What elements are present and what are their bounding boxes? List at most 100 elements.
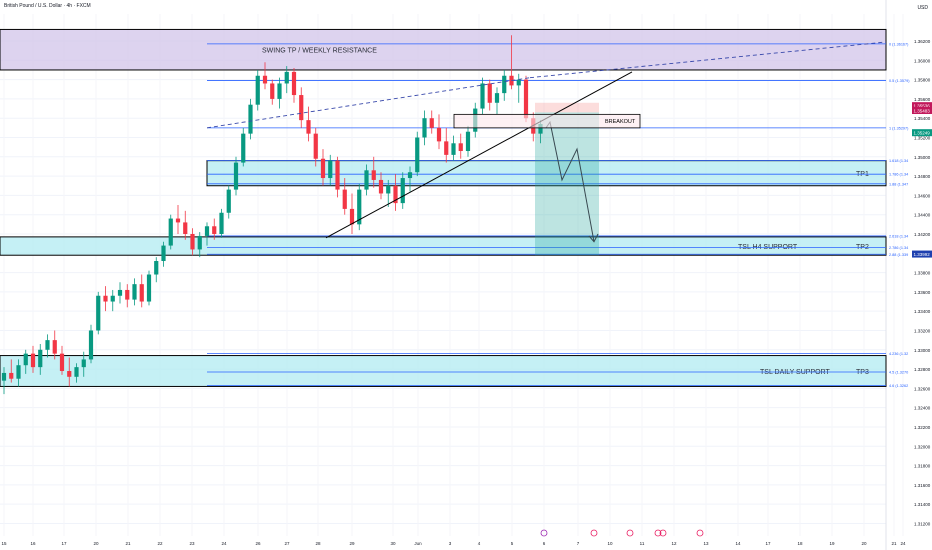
fib-label: 4.5 (1.3270 xyxy=(889,370,908,374)
resistance-dashed-line xyxy=(206,77,531,129)
candle-body xyxy=(88,330,94,360)
candle-body xyxy=(299,95,304,121)
candle-body xyxy=(386,185,391,194)
y-tick-label: 1.33000 xyxy=(914,348,931,353)
x-tick-label: 23 xyxy=(189,541,195,546)
candle-body xyxy=(74,367,79,377)
candle-body xyxy=(378,179,384,194)
candle-body xyxy=(219,212,224,234)
zone-box xyxy=(0,236,887,256)
zone-label: SWING TP / WEEKLY RESISTANCE xyxy=(262,48,377,55)
x-tick-label: 17 xyxy=(765,541,771,546)
candle-body xyxy=(255,75,260,105)
candle-body xyxy=(59,353,65,372)
candle-body xyxy=(357,189,362,225)
y-tick-label: 1.35400 xyxy=(914,116,931,121)
candle-body xyxy=(38,349,43,368)
zone-box xyxy=(0,355,887,387)
candle-body xyxy=(277,83,282,99)
y-tick-label: 1.31800 xyxy=(914,464,931,469)
candle-body xyxy=(248,104,253,134)
candle-body xyxy=(30,353,36,368)
candle-body xyxy=(393,185,398,204)
candle-body xyxy=(436,127,442,142)
candle-body xyxy=(226,189,231,213)
y-tick-label: 1.35000 xyxy=(914,155,931,160)
fib-label: 1 (1.35297) xyxy=(889,126,909,130)
candle-body xyxy=(444,141,449,155)
zone-box xyxy=(206,160,887,187)
x-tick-label: 21 xyxy=(891,541,897,546)
projection-arrowhead xyxy=(588,233,599,243)
x-tick-label: 16 xyxy=(30,541,36,546)
fib-label: 2.786 (1.34 xyxy=(889,246,908,250)
candle-body xyxy=(335,160,340,190)
candle-body xyxy=(161,245,166,262)
y-tick-label: 1.32800 xyxy=(914,367,931,372)
candle-body xyxy=(415,137,420,173)
fib-label: 4.236 (1.32 xyxy=(889,352,908,356)
x-tick-label: 6 xyxy=(543,541,546,546)
price-label-bg xyxy=(912,102,932,110)
x-tick-label: 27 xyxy=(284,541,290,546)
x-tick-label: 15 xyxy=(1,541,7,546)
zone-box xyxy=(0,28,887,71)
y-tick-label: 1.35800 xyxy=(914,78,931,83)
fib-label: 2.88 (1.339 xyxy=(889,253,908,257)
candle-body xyxy=(139,284,144,302)
candle-body xyxy=(429,118,434,128)
x-tick-label: 7 xyxy=(577,541,580,546)
projection-dashed-line xyxy=(529,41,887,79)
y-tick-label: 1.32000 xyxy=(914,444,931,449)
fib-label: 0.5 (1.3579) xyxy=(889,79,910,83)
candle-body xyxy=(407,172,413,179)
price-label: 1.35536 xyxy=(914,103,931,108)
x-tick-label: Jun xyxy=(414,541,422,546)
y-tick-label: 1.31600 xyxy=(914,483,931,488)
candle-body xyxy=(364,170,369,190)
event-marker xyxy=(626,529,634,537)
event-marker xyxy=(659,529,667,537)
candle-body xyxy=(154,261,159,275)
x-tick-label: 24 xyxy=(900,541,906,546)
y-tick-label: 1.31400 xyxy=(914,502,931,507)
candle-body xyxy=(270,83,275,99)
x-tick-label: 14 xyxy=(735,541,741,546)
x-tick-label: 20 xyxy=(861,541,867,546)
candle-body xyxy=(190,233,195,250)
price-label: 1.33992 xyxy=(914,252,931,257)
breakout-label: BREAKOUT xyxy=(605,119,636,125)
x-tick-label: 26 xyxy=(255,541,261,546)
x-tick-label: 19 xyxy=(829,541,835,546)
fib-label: 4.6 (1.3262 xyxy=(889,384,908,388)
candle-body xyxy=(110,295,115,302)
candle-body xyxy=(291,71,297,96)
candle-body xyxy=(538,123,543,134)
candle-body xyxy=(306,120,311,134)
candle-body xyxy=(9,372,14,379)
x-tick-label: 22 xyxy=(157,541,163,546)
candle-body xyxy=(16,365,21,379)
x-tick-label: 17 xyxy=(61,541,67,546)
fib-label: 1.88 (1.347 xyxy=(889,182,908,186)
candle-body xyxy=(125,289,130,300)
y-tick-label: 1.33200 xyxy=(914,328,931,333)
candle-body xyxy=(103,295,108,302)
target-zone xyxy=(535,112,599,256)
fib-label: 2.618 (1.34 xyxy=(889,234,908,238)
x-tick-label: 29 xyxy=(349,541,355,546)
x-tick-label: 4 xyxy=(478,541,481,546)
candle-body xyxy=(197,235,202,250)
candle-body xyxy=(262,75,268,84)
x-tick-label: 24 xyxy=(221,541,227,546)
event-marker xyxy=(654,529,662,537)
candle-body xyxy=(400,178,405,204)
candle-body xyxy=(45,340,50,350)
candle-body xyxy=(146,274,152,302)
price-axis: 1.36200 1.36000 1.35800 1.35600 1.35400 1.352… xyxy=(912,39,932,526)
candle-body xyxy=(52,340,57,354)
y-tick-label: 1.34600 xyxy=(914,193,931,198)
price-label: 1.35249 xyxy=(914,130,931,135)
